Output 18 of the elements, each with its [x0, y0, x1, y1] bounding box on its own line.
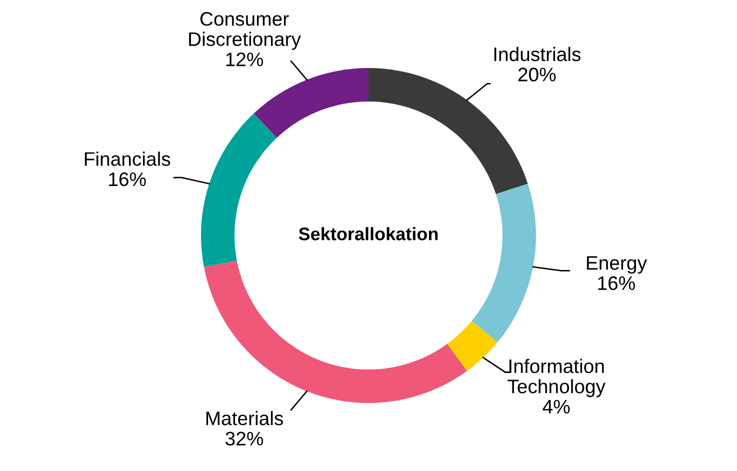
text: Sektorallokation	[298, 227, 438, 240]
data-label: 16%	[598, 276, 635, 290]
donut-slice	[204, 260, 467, 403]
data-label: 16%	[109, 172, 146, 186]
slice-label: Consumer Discretionary	[189, 12, 301, 50]
donut-slice	[254, 68, 368, 138]
slice-label: Information Technology	[508, 358, 606, 398]
donut-slice	[472, 184, 536, 342]
slice-label: Industrials	[494, 46, 581, 62]
donut-slice	[447, 320, 498, 372]
slice-label: Energy	[586, 256, 647, 274]
data-label: 4%	[542, 400, 570, 414]
slice-label: Materials	[206, 410, 283, 426]
slice-label: Financials	[84, 152, 170, 166]
data-label: 32%	[226, 432, 264, 446]
donut-slice	[201, 113, 277, 267]
data-label: 12%	[226, 52, 264, 66]
data-label: 20%	[518, 68, 556, 82]
